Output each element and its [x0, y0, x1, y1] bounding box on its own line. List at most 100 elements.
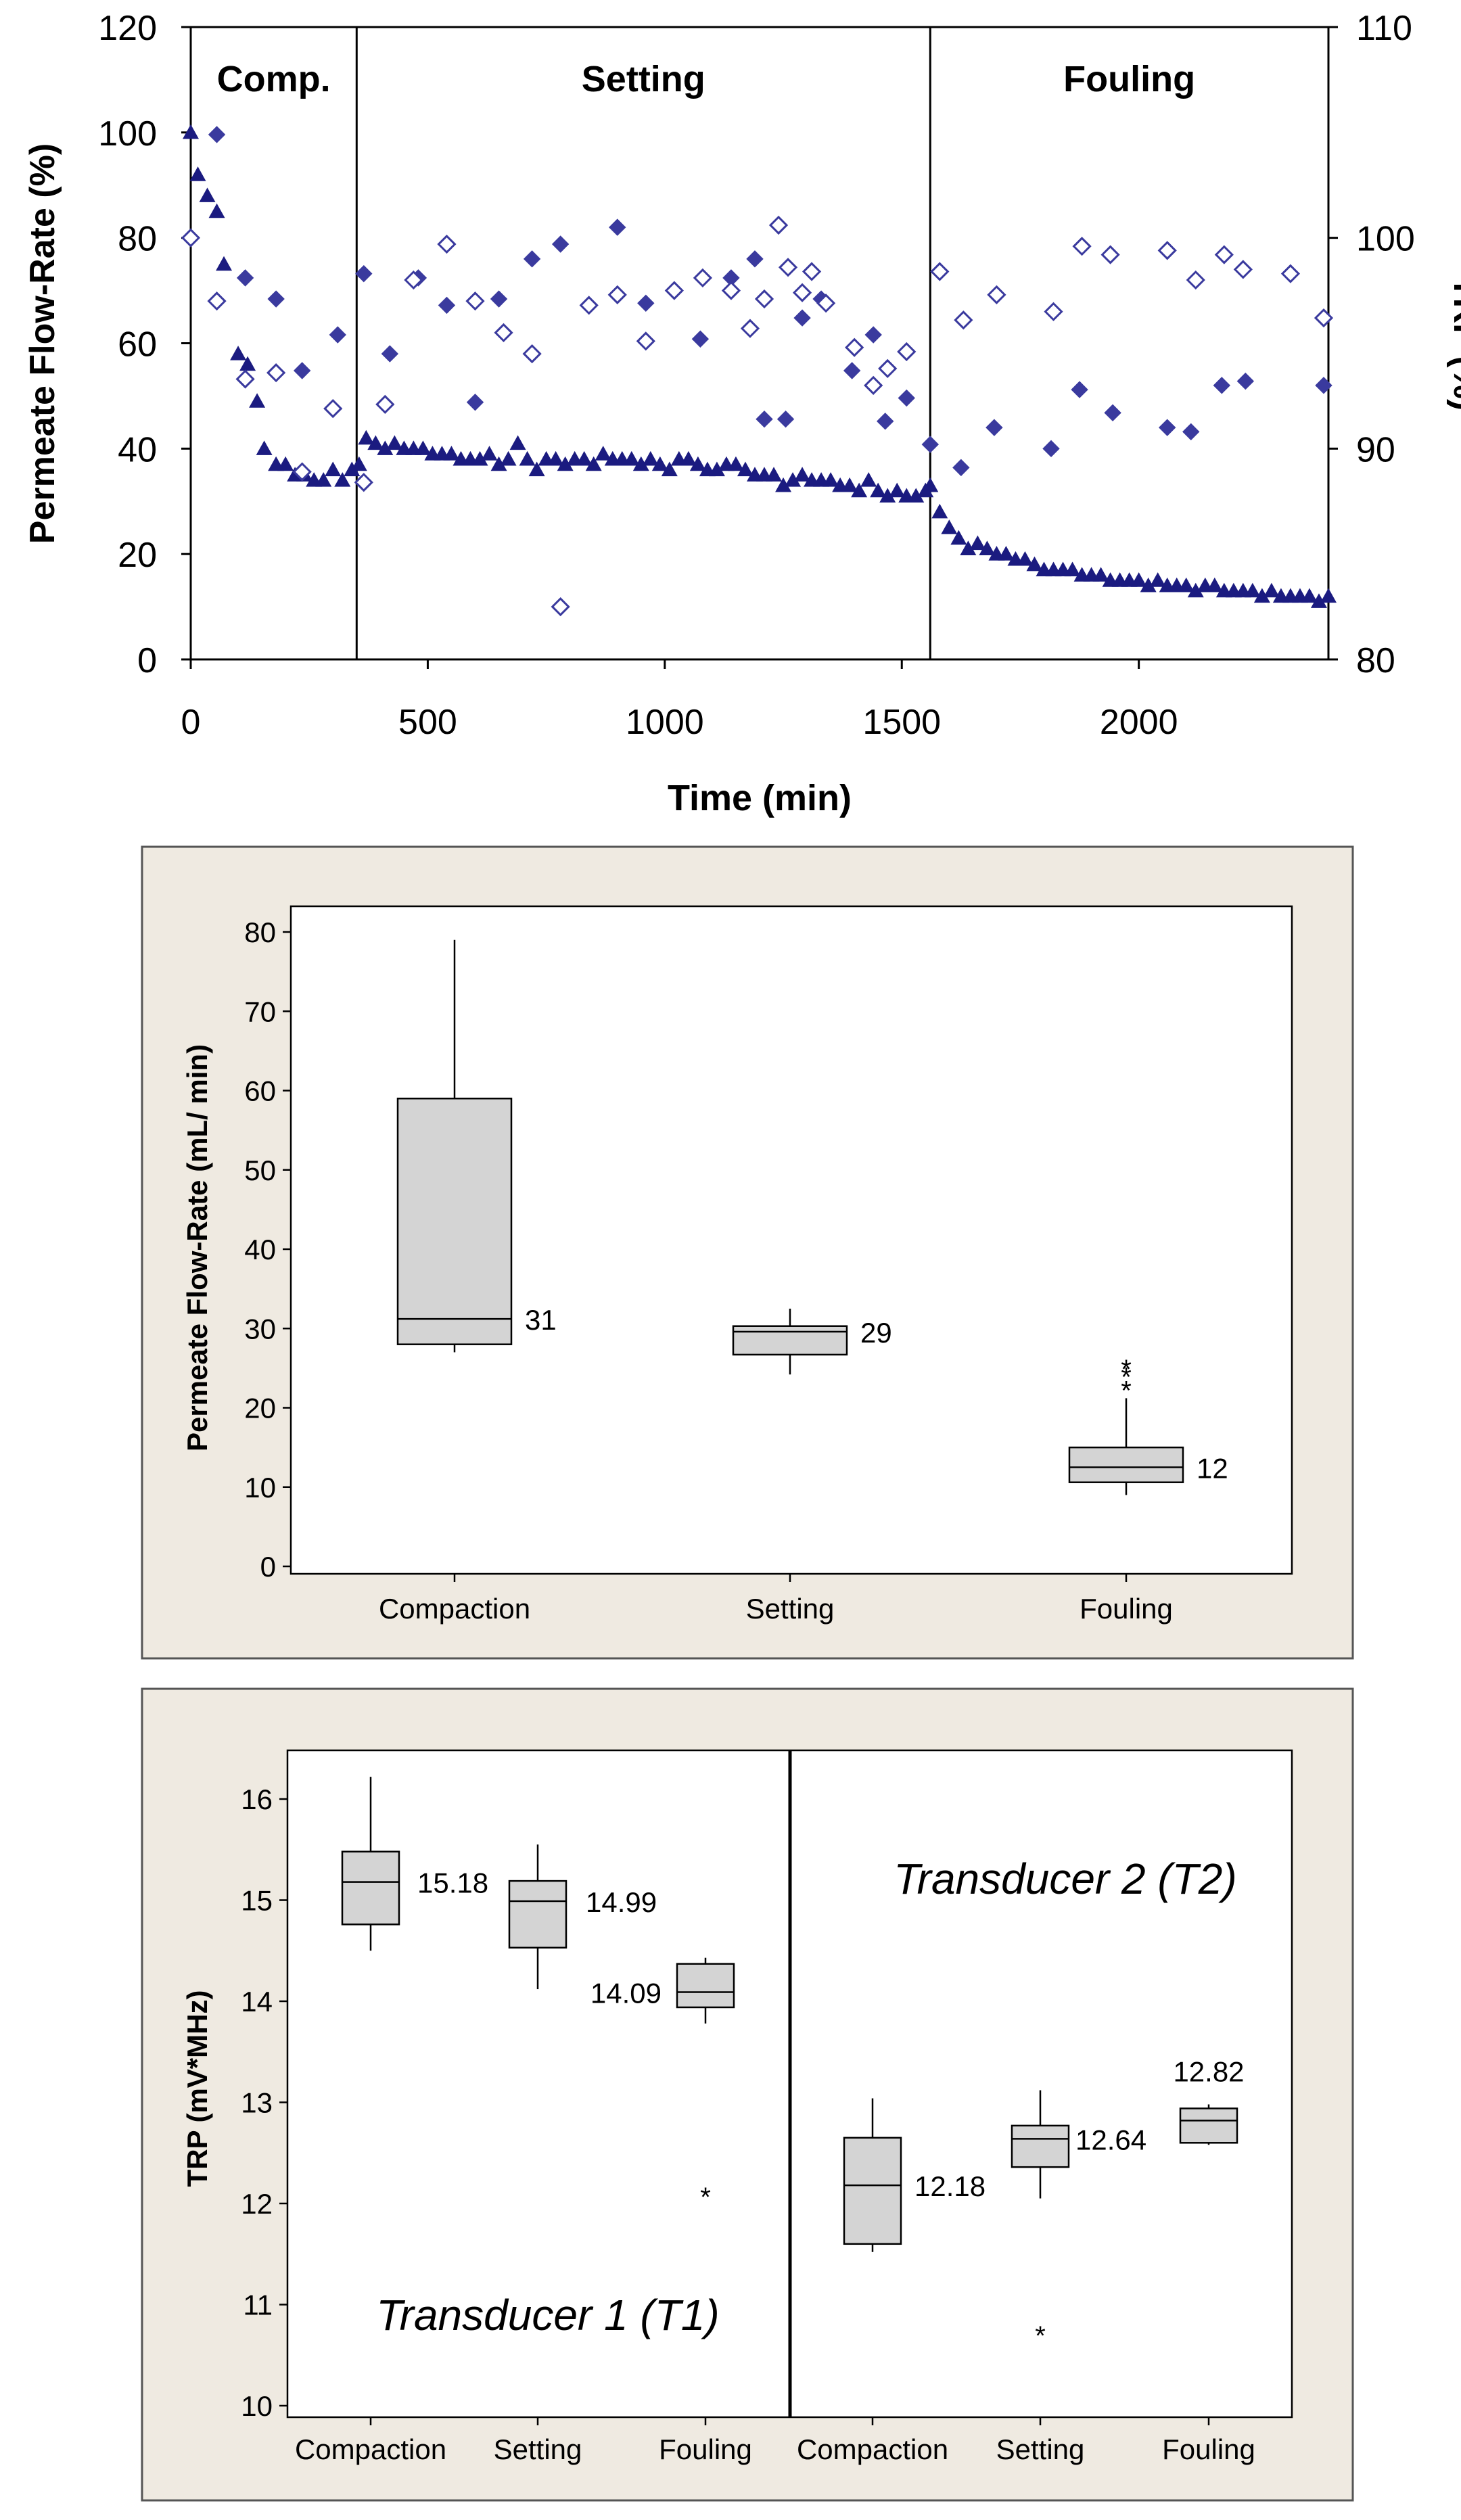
iqr-box [1011, 2124, 1070, 2168]
iqr-box [341, 1850, 400, 1926]
flow-rate-point [519, 450, 536, 466]
flow-rate-point [727, 456, 744, 471]
flow-rate-point [908, 488, 925, 503]
median-label: 12.64 [1075, 2124, 1146, 2155]
trp-t1-point [776, 410, 795, 428]
x-tick-label: 500 [398, 703, 457, 742]
trp-t2-point [437, 234, 457, 254]
flow-rate-point [386, 435, 403, 450]
flow-rate-point [922, 477, 939, 492]
flow-rate-point [1017, 551, 1034, 566]
trp-t2-point [721, 281, 741, 300]
trp-t1-point [609, 218, 626, 236]
box-setting: * 12.64 [1011, 2090, 1146, 2351]
flow-rate-point [199, 187, 216, 202]
iqr-box [843, 2137, 902, 2245]
x-axis-title: Time (min) [668, 778, 852, 818]
flow-rate-point [481, 446, 498, 461]
iqr-box [508, 1880, 567, 1949]
y-tick-label: 12 [241, 2188, 273, 2220]
trp-t1-point [1104, 404, 1121, 422]
trp-t2-point [1233, 260, 1253, 279]
flow-rate-point [941, 519, 958, 534]
trp-t1-point [985, 419, 1003, 436]
y-tick-label: 0 [260, 1551, 276, 1583]
flow-rate-point [632, 456, 649, 471]
trp-t1-point [438, 296, 456, 314]
flow-rate-point [1263, 582, 1280, 598]
trp-t2-point [768, 215, 789, 235]
median-label: 14.99 [586, 1886, 657, 1918]
trp-t1-point [1236, 372, 1255, 390]
trp-t1-point [952, 459, 970, 477]
flow-rate-point [661, 461, 678, 477]
flow-rate-point [443, 446, 460, 461]
y-tick-label: 13 [241, 2087, 273, 2119]
trp-t2-point [235, 369, 255, 389]
trp-t1-point [551, 235, 570, 253]
y-tick-label: 10 [244, 1472, 276, 1503]
flow-rate-point [1178, 577, 1195, 592]
median-label: 12 [1197, 1452, 1228, 1484]
flow-rate-point [557, 456, 574, 471]
box-fouling: *** 12 [1068, 1355, 1228, 1495]
x-tick-label: 1500 [862, 703, 941, 742]
x-tick-label: Setting [996, 2433, 1085, 2465]
box-fouling: 12.82 [1173, 2055, 1245, 2145]
flow-rate-point [766, 467, 783, 482]
trp-t2-point [465, 291, 485, 311]
trp-t2-point [845, 337, 864, 357]
flow-rate-point [889, 482, 906, 498]
flow-rate-point [642, 450, 659, 466]
trp-t2-point [1044, 302, 1063, 321]
y-left-tick-label: 80 [118, 220, 157, 259]
x-tick-label: 0 [181, 703, 201, 742]
plot-frame [189, 26, 1330, 661]
y-tick-label: 80 [244, 916, 276, 948]
y-tick-label: 50 [244, 1154, 276, 1186]
outlier-marker: * [1121, 1363, 1132, 1393]
outlier-marker: * [1035, 2321, 1046, 2351]
flow-rate-point [344, 461, 361, 477]
trp-t2-point [778, 258, 798, 277]
flow-rate-point [325, 461, 342, 477]
flow-rate-point [239, 356, 256, 371]
flow-rate-point [1320, 588, 1337, 603]
flow-rate-point [585, 456, 602, 471]
flow-rate-point [931, 503, 948, 519]
trp-boxplot: 10 11 12 13 14 15 16 TRP (mV*MHz) Transducer 1 (… [141, 1687, 1354, 2502]
trp-t2-point [354, 473, 373, 492]
flow-rate-point [509, 435, 526, 450]
y-axis-title: TRP (mV*MHz) [181, 1990, 213, 2187]
iqr-box [732, 1325, 848, 1356]
iqr-box [396, 1097, 513, 1345]
trp-t2-point [930, 262, 950, 281]
time-series-chart: Comp. Setting Fouling 0 500 1000 1500 2000 0 20 40… [23, 9, 1461, 818]
y-left-tick-label: 60 [118, 325, 157, 365]
flow-rate-point [979, 540, 996, 555]
trp-t2-point [494, 323, 513, 343]
flow-rate-point [334, 472, 351, 487]
trp-t1-point [1315, 377, 1332, 394]
trp-t1-point [208, 126, 226, 143]
y-left-tick-label: 120 [98, 9, 157, 48]
flow-rate-point [471, 450, 488, 466]
flow-rate-point [950, 530, 967, 545]
box-compaction: 31 [396, 939, 557, 1353]
y-tick-label: 20 [244, 1393, 276, 1424]
x-tick-label: 2000 [1100, 703, 1178, 742]
trp-t2-point [636, 331, 655, 351]
trp-t1-point [236, 269, 254, 287]
flow-rate-point [576, 450, 593, 466]
flow-rate-point [879, 488, 896, 503]
y-right-tick-label: 80 [1356, 641, 1395, 680]
trp-t2-point [864, 375, 883, 395]
y-right-tick-label: 110 [1356, 9, 1412, 48]
flow-rate-point [1149, 572, 1166, 587]
y-tick-label: 30 [244, 1313, 276, 1345]
phase-label-comp: Comp. [217, 59, 331, 99]
median-label: 12.18 [914, 2170, 985, 2202]
flow-rate-point [256, 440, 273, 455]
y-tick-label: 10 [241, 2390, 273, 2422]
median-label: 15.18 [417, 1867, 488, 1899]
